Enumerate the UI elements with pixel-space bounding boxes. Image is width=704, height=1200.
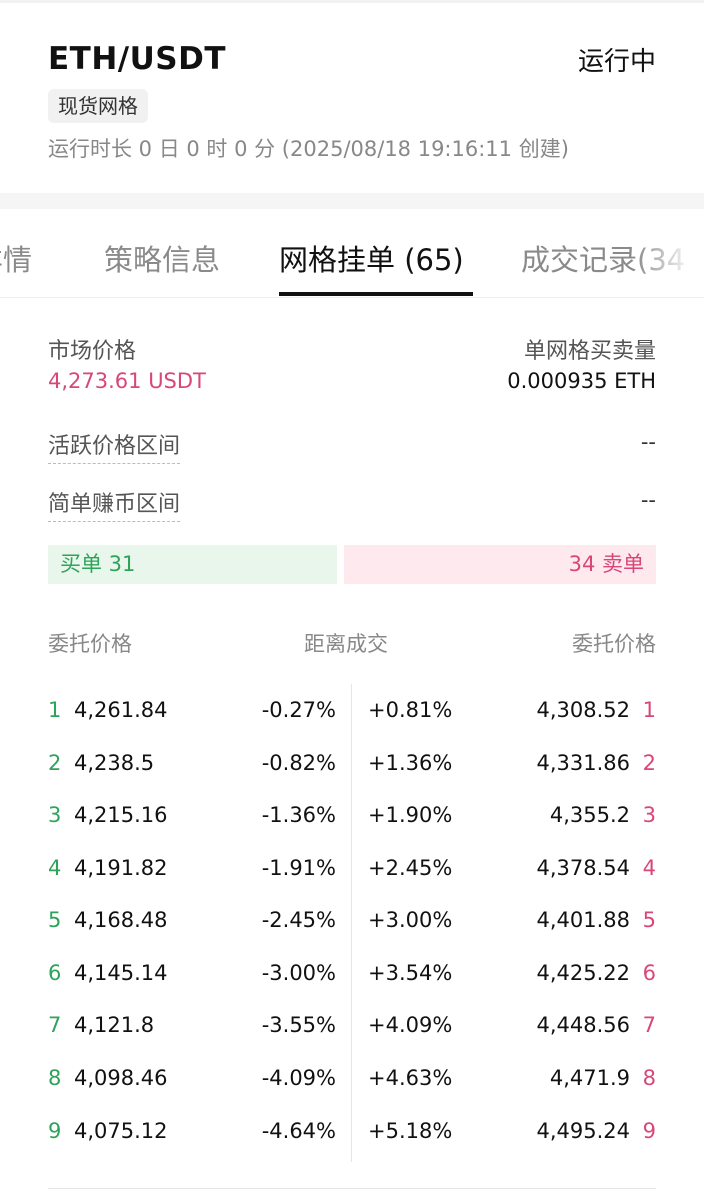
- market-price-label: 市场价格: [48, 339, 137, 364]
- sell-orders-bar: 34 卖单: [344, 545, 656, 584]
- profit-range-value: --: [640, 488, 656, 512]
- grid-qty-label: 单网格买卖量: [523, 339, 656, 364]
- buy-index: 3: [48, 803, 62, 827]
- sell-distance: +4.63%: [368, 1066, 453, 1090]
- sell-distance: +0.81%: [368, 698, 453, 722]
- table-row: 2 4,238.5 -0.82% +1.36% 4,331.86 2: [0, 737, 704, 789]
- trading-pair-title: ETH/USDT: [48, 41, 226, 77]
- buy-price-header: 委托价格: [48, 632, 132, 656]
- active-price-range-value: --: [640, 430, 656, 454]
- market-price-value: 4,273.61 USDT: [48, 369, 206, 393]
- tab-grid-orders[interactable]: 网格挂单 (65): [279, 243, 464, 277]
- sell-price: 4,331.86: [536, 751, 630, 775]
- buy-index: 1: [48, 698, 62, 722]
- sell-distance: +3.00%: [368, 908, 453, 932]
- status-label: 运行中: [577, 47, 656, 77]
- strategy-header: ETH/USDT 运行中 现货网格 运行时长 0 日 0 时 0 分 (2025…: [0, 3, 704, 193]
- sell-distance: +4.09%: [368, 1013, 453, 1037]
- buy-index: 9: [48, 1119, 62, 1143]
- table-row: 3 4,215.16 -1.36% +1.90% 4,355.2 3: [0, 789, 704, 841]
- buy-distance: -3.55%: [261, 1013, 336, 1037]
- sell-index: 3: [642, 803, 656, 827]
- buy-distance: -0.27%: [261, 698, 336, 722]
- buy-price: 4,098.46: [74, 1066, 168, 1090]
- buy-index: 5: [48, 908, 62, 932]
- table-row: 6 4,145.14 -3.00% +3.54% 4,425.22 6: [0, 947, 704, 999]
- distance-header: 距离成交: [304, 632, 388, 656]
- sell-index: 4: [642, 856, 656, 880]
- buy-price: 4,215.16: [74, 803, 168, 827]
- table-row: 9 4,075.12 -4.64% +5.18% 4,495.24 9: [0, 1105, 704, 1157]
- sell-index: 2: [642, 751, 656, 775]
- runtime-text: 运行时长 0 日 0 时 0 分 (2025/08/18 19:16:11 创建…: [48, 137, 569, 161]
- sell-price: 4,355.2: [549, 803, 630, 827]
- buy-distance: -1.36%: [261, 803, 336, 827]
- sell-distance: +2.45%: [368, 856, 453, 880]
- table-row: 7 4,121.8 -3.55% +4.09% 4,448.56 7: [0, 999, 704, 1051]
- buy-distance: -4.09%: [261, 1066, 336, 1090]
- sell-index: 6: [642, 961, 656, 985]
- buy-distance: -2.45%: [261, 908, 336, 932]
- section-separator: [0, 193, 704, 209]
- bottom-divider: [48, 1188, 656, 1189]
- table-center-divider: [351, 684, 352, 1162]
- top-divider: [0, 0, 704, 3]
- tab-details[interactable]: 详情: [0, 243, 33, 277]
- profit-range-label[interactable]: 简单赚币区间: [48, 486, 181, 522]
- buy-distance: -1.91%: [261, 856, 336, 880]
- buy-price: 4,075.12: [74, 1119, 168, 1143]
- sell-index: 9: [642, 1119, 656, 1143]
- buy-price: 4,168.48: [74, 908, 168, 932]
- tab-scroll-fade: [634, 209, 704, 297]
- sell-index: 8: [642, 1066, 656, 1090]
- sell-distance: +1.90%: [368, 803, 453, 827]
- sell-price: 4,448.56: [536, 1013, 630, 1037]
- sell-price: 4,378.54: [536, 856, 630, 880]
- sell-distance: +1.36%: [368, 751, 453, 775]
- sell-price: 4,425.22: [536, 961, 630, 985]
- table-row: 8 4,098.46 -4.09% +4.63% 4,471.9 8: [0, 1052, 704, 1104]
- active-tab-indicator: [279, 292, 473, 296]
- buy-price: 4,145.14: [74, 961, 168, 985]
- buy-orders-bar: 买单 31: [48, 545, 337, 584]
- sell-price: 4,471.9: [549, 1066, 630, 1090]
- table-row: 4 4,191.82 -1.91% +2.45% 4,378.54 4: [0, 842, 704, 894]
- table-row: 5 4,168.48 -2.45% +3.00% 4,401.88 5: [0, 894, 704, 946]
- table-row: 1 4,261.84 -0.27% +0.81% 4,308.52 1: [0, 684, 704, 736]
- buy-index: 7: [48, 1013, 62, 1037]
- buy-index: 2: [48, 751, 62, 775]
- sell-index: 1: [642, 698, 656, 722]
- buy-price: 4,191.82: [74, 856, 168, 880]
- strategy-type-tag: 现货网格: [48, 89, 148, 123]
- sell-index: 5: [642, 908, 656, 932]
- buy-price: 4,261.84: [74, 698, 168, 722]
- sell-price: 4,495.24: [536, 1119, 630, 1143]
- buy-index: 6: [48, 961, 62, 985]
- active-price-range-label[interactable]: 活跃价格区间: [48, 428, 181, 464]
- sell-distance: +3.54%: [368, 961, 453, 985]
- tab-strategy-info[interactable]: 策略信息: [104, 243, 221, 277]
- buy-index: 4: [48, 856, 62, 880]
- sell-price: 4,401.88: [536, 908, 630, 932]
- buy-index: 8: [48, 1066, 62, 1090]
- sell-distance: +5.18%: [368, 1119, 453, 1143]
- sell-price-header: 委托价格: [572, 632, 656, 656]
- sell-price: 4,308.52: [536, 698, 630, 722]
- buy-price: 4,238.5: [74, 751, 155, 775]
- sell-index: 7: [642, 1013, 656, 1037]
- buy-distance: -4.64%: [261, 1119, 336, 1143]
- grid-qty-value: 0.000935 ETH: [507, 369, 656, 393]
- buy-distance: -3.00%: [261, 961, 336, 985]
- buy-distance: -0.82%: [261, 751, 336, 775]
- tab-bar: 详情 策略信息 网格挂单 (65) 成交记录(34: [0, 209, 704, 298]
- buy-price: 4,121.8: [74, 1013, 155, 1037]
